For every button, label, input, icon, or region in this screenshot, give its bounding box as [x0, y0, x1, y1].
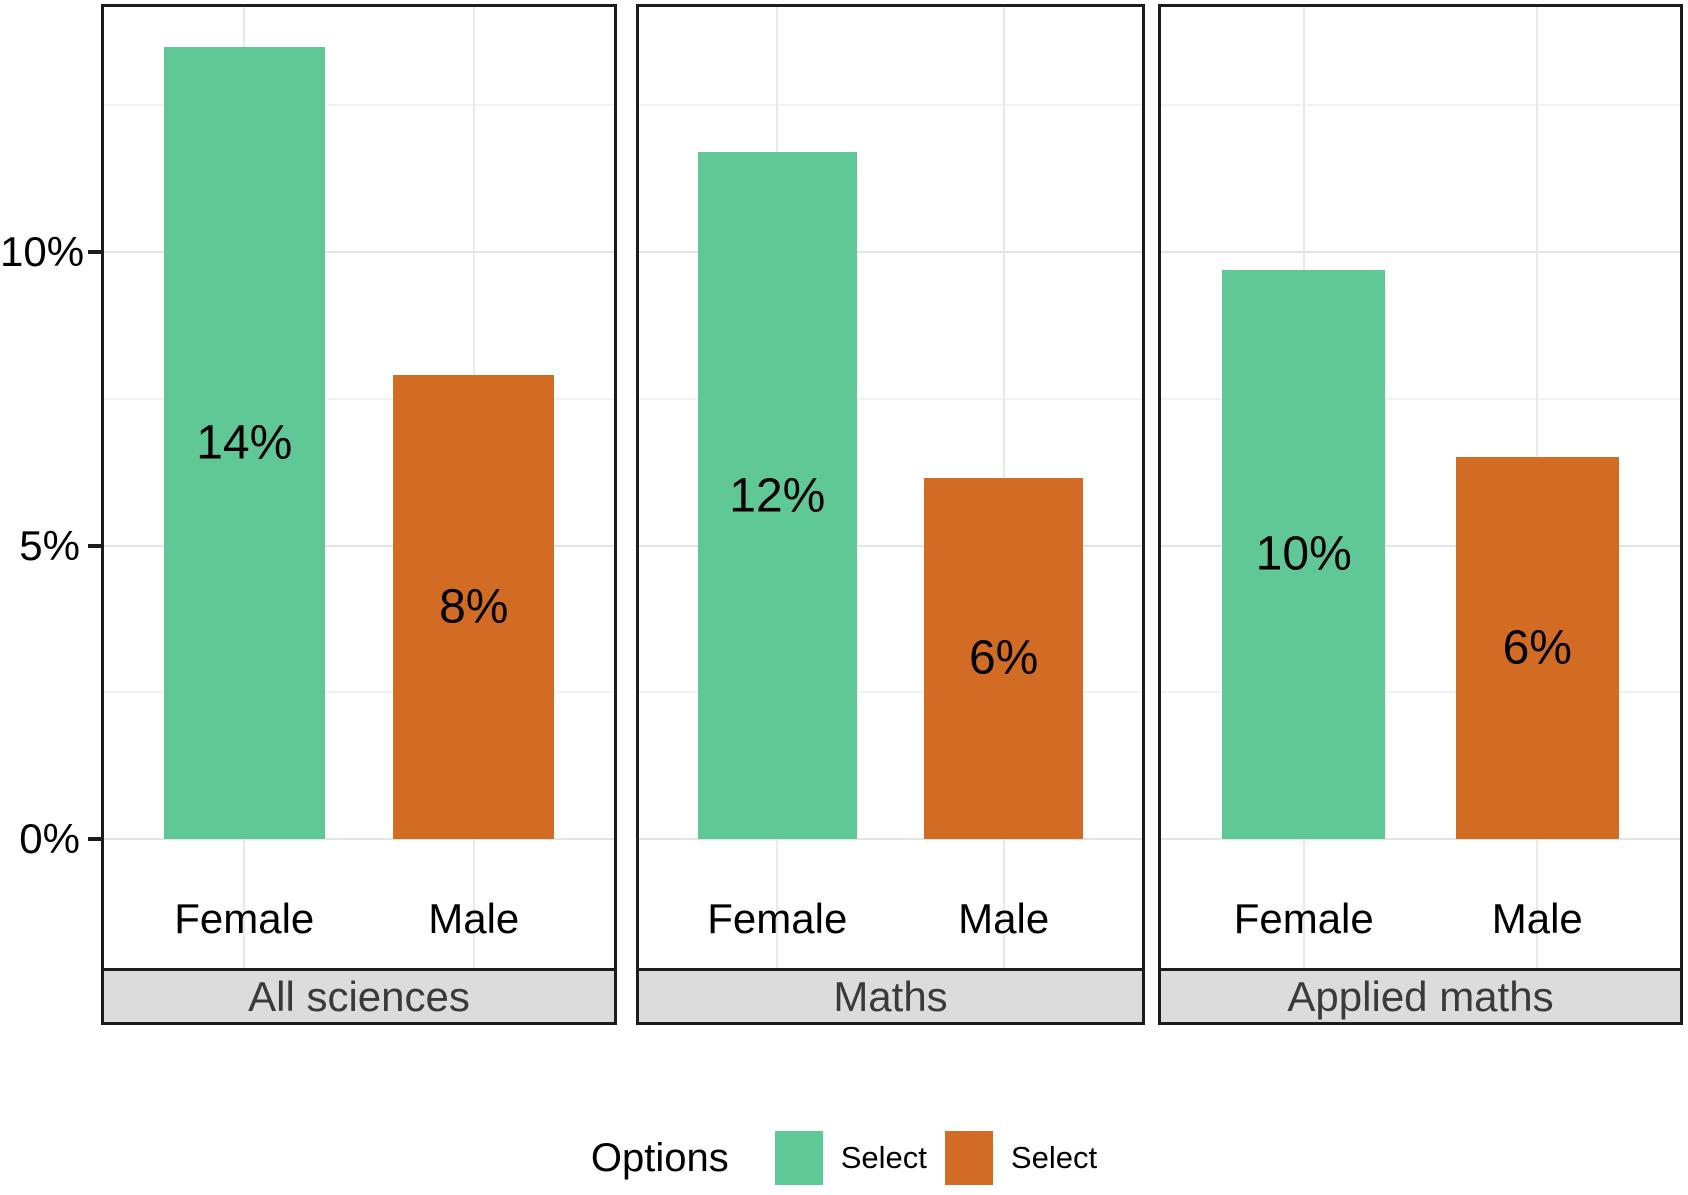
bar-female [1221, 269, 1386, 839]
bar-value-label: 6% [968, 631, 1039, 685]
facet-panel: 14% Female 8% Male All sciences [101, 4, 617, 1025]
bar-value-label: 12% [729, 469, 826, 523]
y-axis-tick-mark [88, 837, 104, 841]
x-axis-label-female: Female [707, 895, 848, 942]
bar-male [924, 477, 1083, 839]
gridline-horizontal-major [104, 838, 614, 840]
gridline-horizontal-minor [1161, 104, 1680, 107]
facet-strip: Maths [639, 968, 1142, 1022]
gridline-horizontal-minor [104, 397, 614, 400]
x-axis-label-male: Male [1491, 895, 1583, 942]
gridline-horizontal-major [639, 544, 1142, 547]
gridline-horizontal-minor [639, 104, 1142, 107]
y-axis-tick-label: 5% [19, 521, 80, 569]
gridline-horizontal-minor [639, 397, 1142, 400]
legend-swatch-orange-icon [944, 1131, 993, 1185]
gridline-horizontal-major [639, 251, 1142, 253]
x-axis-label-female: Female [1233, 895, 1374, 942]
facet-panel: 12% Female 6% Male Maths [636, 4, 1145, 1025]
bar-male [393, 375, 555, 839]
legend-item-label: Select [840, 1140, 927, 1175]
gridline-horizontal-major [104, 251, 614, 253]
y-axis-tick-mark [88, 250, 104, 254]
x-axis-label-male: Male [958, 895, 1050, 942]
gridline-horizontal-minor [639, 691, 1142, 694]
gridline-horizontal-minor [104, 104, 614, 107]
gridline-horizontal-minor [1161, 691, 1680, 694]
gridline-horizontal-major [104, 544, 614, 547]
facet-strip-label: Maths [833, 972, 948, 1020]
facet-strip-label: Applied maths [1287, 972, 1554, 1020]
legend-swatch-green-icon [774, 1131, 823, 1185]
gridline-horizontal-minor [104, 691, 614, 694]
x-axis-label-male: Male [428, 895, 520, 942]
legend-item-label: Select [1010, 1140, 1098, 1175]
gridline-horizontal-major [1161, 544, 1680, 547]
gridline-horizontal-minor [1161, 397, 1680, 400]
y-axis-tick-label: 10% [0, 228, 85, 275]
gridline-horizontal-major [1161, 838, 1680, 840]
gridline-horizontal-major [639, 838, 1142, 840]
facet-strip: All sciences [104, 968, 614, 1022]
gridline-horizontal-major [1161, 251, 1680, 253]
facet-strip-label: All sciences [248, 972, 470, 1020]
bar-male [1455, 457, 1620, 839]
y-axis-tick-label: 0% [19, 815, 80, 862]
x-axis-label-female: Female [174, 895, 315, 942]
bar-value-label: 10% [1255, 527, 1352, 581]
facet-panel: 10% Female 6% Male Applied maths [1158, 4, 1683, 1025]
bar-value-label: 14% [196, 416, 293, 470]
bar-value-label: 6% [1502, 621, 1572, 675]
y-axis-tick-mark [88, 543, 104, 548]
bar-female [163, 46, 325, 839]
legend-title: Options [590, 1135, 729, 1180]
legend: Options Select Select [0, 1126, 1688, 1190]
bar-female [698, 152, 857, 839]
bar-value-label: 8% [439, 580, 509, 634]
facet-strip: Applied maths [1161, 968, 1680, 1022]
